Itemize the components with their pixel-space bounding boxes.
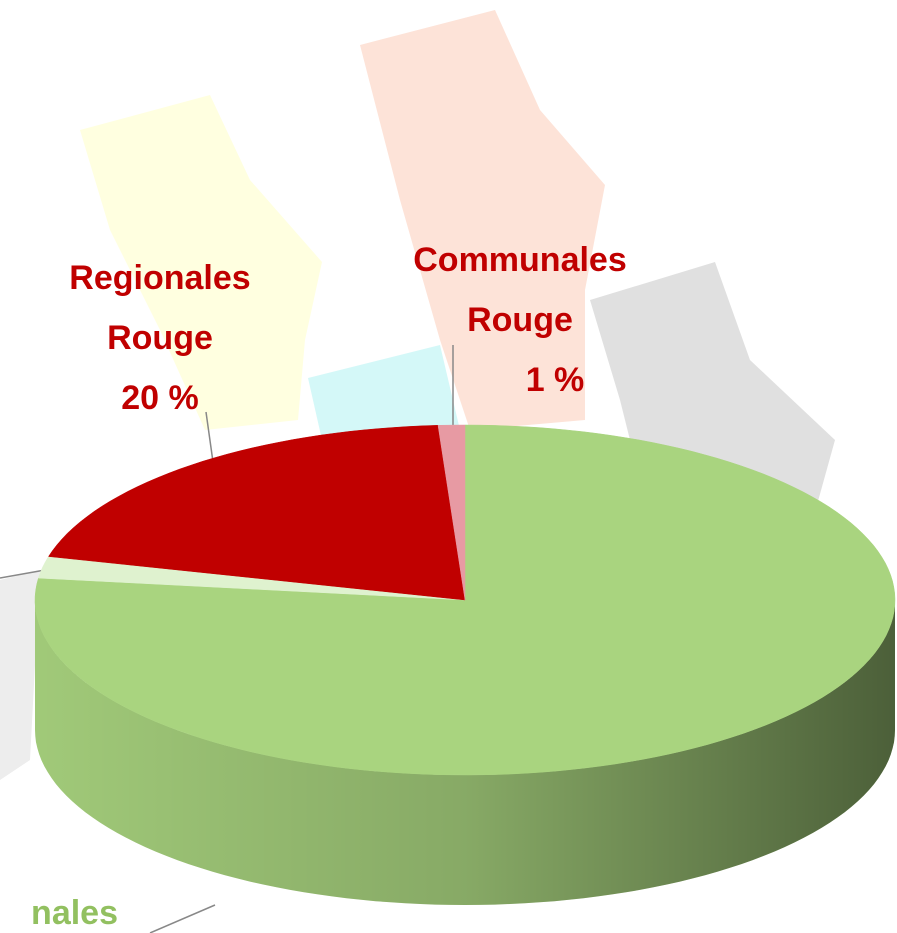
value-label: 20 % bbox=[121, 379, 199, 417]
category-label: Regionales Rouge bbox=[69, 259, 251, 357]
leader-line bbox=[205, 411, 214, 463]
slice-label: Communales Rouge 1 % bbox=[385, 230, 655, 410]
slice bbox=[437, 424, 466, 601]
leader-line bbox=[149, 904, 216, 933]
slice-side-shade bbox=[35, 600, 895, 905]
outside-label: nales bbox=[31, 894, 118, 932]
slice bbox=[48, 425, 466, 601]
leader-line bbox=[0, 569, 46, 579]
leader-lines bbox=[0, 345, 454, 933]
slice-label: Regionales Rouge 20 % bbox=[40, 248, 280, 428]
category-label: Communales Rouge bbox=[413, 241, 627, 339]
value-label: 1 % bbox=[525, 361, 585, 399]
